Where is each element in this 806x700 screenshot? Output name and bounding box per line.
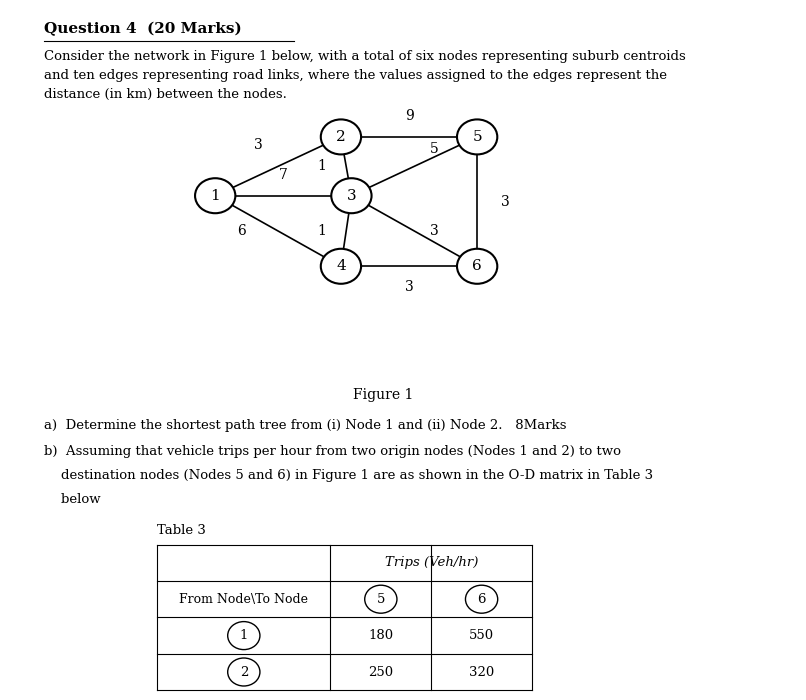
Text: 320: 320: [469, 666, 494, 678]
Text: 4: 4: [336, 259, 346, 273]
Text: 250: 250: [368, 666, 393, 678]
Text: 1: 1: [318, 224, 326, 238]
Text: 5: 5: [430, 142, 438, 156]
Text: 3: 3: [501, 195, 509, 209]
Text: 6: 6: [477, 593, 486, 606]
Text: a)  Determine the shortest path tree from (i) Node 1 and (ii) Node 2.   8Marks: a) Determine the shortest path tree from…: [44, 419, 567, 432]
Text: below: below: [44, 493, 101, 506]
Text: 6: 6: [472, 259, 482, 273]
Text: 6: 6: [238, 224, 246, 238]
Circle shape: [457, 248, 497, 284]
Text: 180: 180: [368, 629, 393, 642]
Text: destination nodes (Nodes 5 and 6) in Figure 1 are as shown in the O-D matrix in : destination nodes (Nodes 5 and 6) in Fig…: [44, 469, 654, 482]
Circle shape: [195, 178, 235, 214]
Text: 3: 3: [254, 139, 262, 153]
Circle shape: [364, 585, 397, 613]
Text: 5: 5: [472, 130, 482, 144]
Circle shape: [466, 585, 498, 613]
Text: 1: 1: [318, 160, 326, 174]
Circle shape: [227, 658, 260, 686]
Text: 2: 2: [336, 130, 346, 144]
Text: 7: 7: [279, 168, 288, 182]
Text: 3: 3: [347, 189, 356, 203]
Text: Table 3: Table 3: [157, 524, 206, 537]
Text: 1: 1: [239, 629, 248, 642]
Circle shape: [227, 622, 260, 650]
Text: Trips (Veh/hr): Trips (Veh/hr): [384, 556, 478, 569]
Text: Question 4  (20 Marks): Question 4 (20 Marks): [44, 22, 242, 36]
Text: 3: 3: [430, 224, 438, 238]
Text: b)  Assuming that vehicle trips per hour from two origin nodes (Nodes 1 and 2) t: b) Assuming that vehicle trips per hour …: [44, 445, 621, 458]
Circle shape: [331, 178, 372, 214]
Text: 2: 2: [239, 666, 248, 678]
Text: Figure 1: Figure 1: [353, 389, 413, 402]
Text: From Node\To Node: From Node\To Node: [179, 593, 309, 606]
Circle shape: [457, 120, 497, 155]
Text: 3: 3: [405, 280, 413, 294]
Text: 1: 1: [210, 189, 220, 203]
Text: 550: 550: [469, 629, 494, 642]
Text: 5: 5: [376, 593, 385, 606]
Circle shape: [321, 248, 361, 284]
Circle shape: [321, 120, 361, 155]
Text: Consider the network in Figure 1 below, with a total of six nodes representing s: Consider the network in Figure 1 below, …: [44, 50, 686, 102]
Text: 9: 9: [405, 109, 413, 123]
